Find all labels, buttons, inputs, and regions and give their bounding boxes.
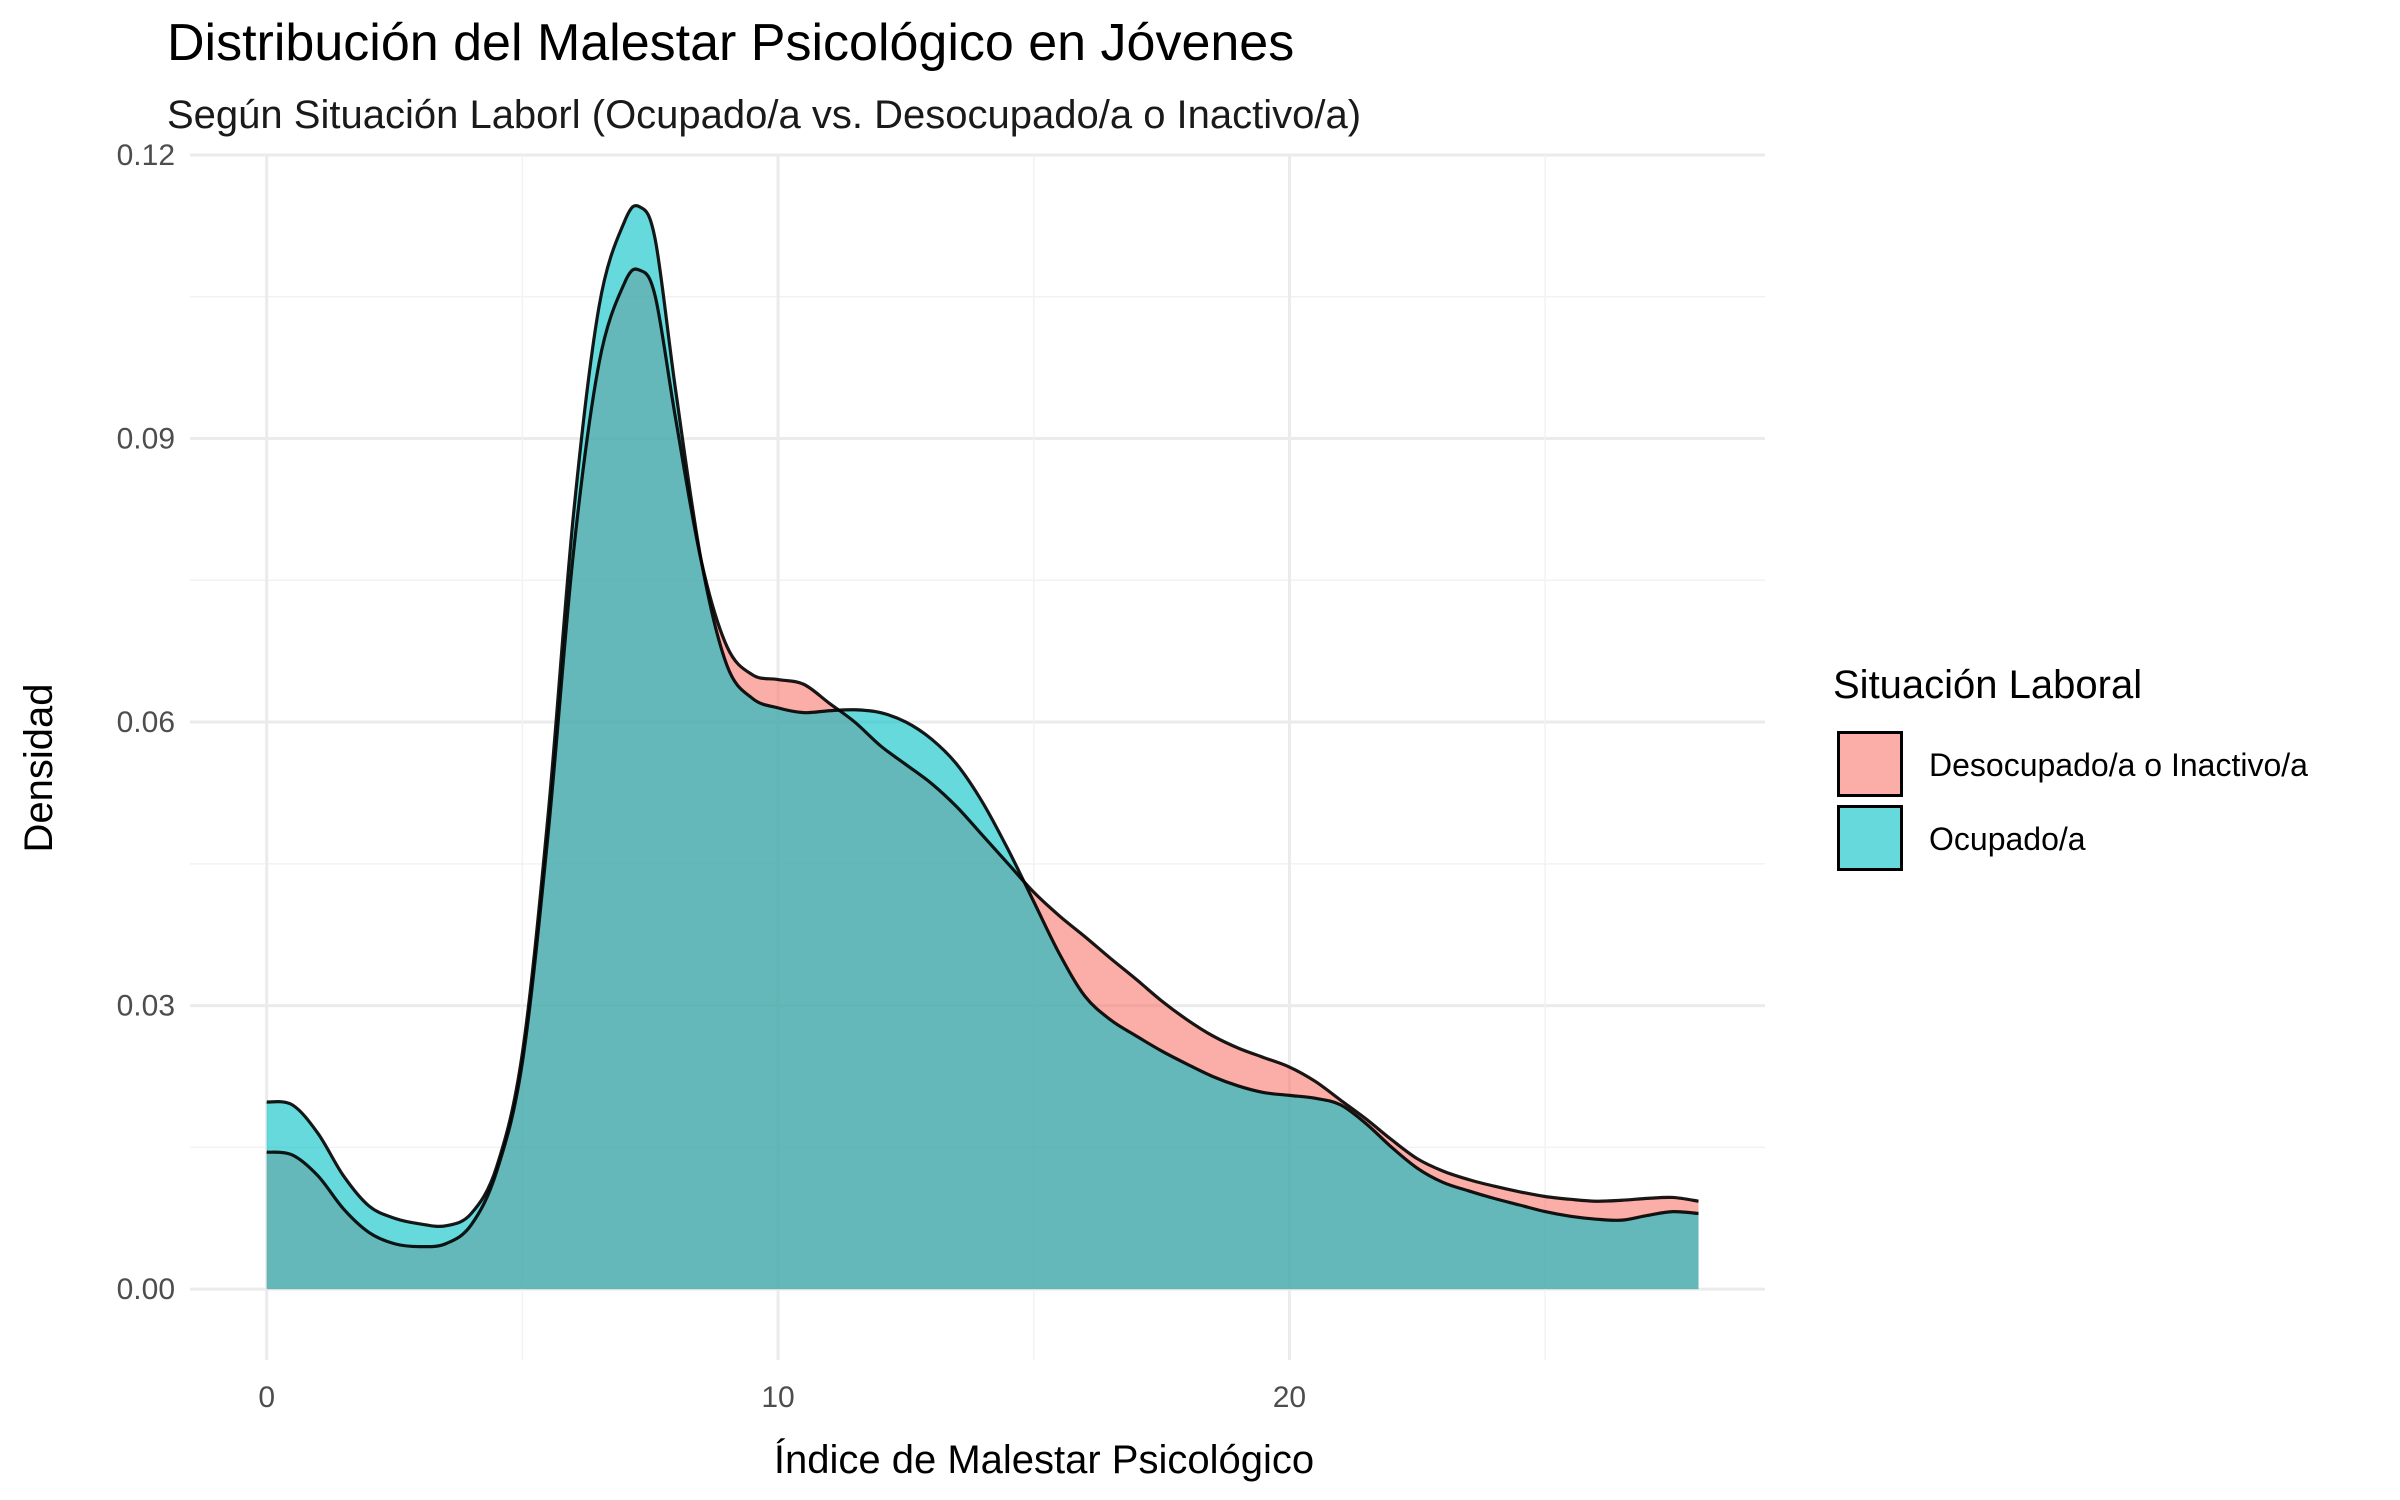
legend-label-desocupado: Desocupado/a o Inactivo/a (1929, 747, 2308, 783)
density-outlines (266, 203, 1699, 1249)
y-axis-title: Densidad (17, 683, 61, 852)
legend-items: Desocupado/a o Inactivo/a Ocupado/a (1837, 731, 2308, 871)
y-tick-label: 0.00 (117, 1273, 175, 1306)
chart-title: Distribución del Malestar Psicológico en… (167, 14, 1294, 72)
chart-subtitle: Según Situación Laborl (Ocupado/a vs. De… (167, 93, 1361, 137)
x-tick-label: 20 (1273, 1381, 1306, 1414)
x-tick-label: 0 (258, 1381, 275, 1414)
y-tick-label: 0.06 (117, 706, 175, 739)
x-axis-title: Índice de Malestar Psicológico (774, 1437, 1314, 1482)
y-tick-label: 0.03 (117, 990, 175, 1023)
density-areas (266, 205, 1699, 1290)
x-tick-label: 10 (761, 1381, 794, 1414)
legend-swatch-desocupado (1837, 731, 1903, 797)
y-tick-label: 0.09 (117, 423, 175, 456)
axis-ticks: 0.00 0.03 0.06 0.09 0.12 0 10 20 (117, 139, 1307, 1414)
y-tick-label: 0.12 (117, 139, 175, 172)
density-area-ocupado (266, 205, 1699, 1290)
legend-title: Situación Laboral (1833, 663, 2142, 707)
legend-swatch-ocupado (1837, 805, 1903, 871)
density-line-ocupado (266, 203, 1699, 1229)
legend: Situación Laboral Desocupado/a o Inactiv… (1833, 663, 2308, 871)
legend-label-ocupado: Ocupado/a (1929, 821, 2086, 857)
